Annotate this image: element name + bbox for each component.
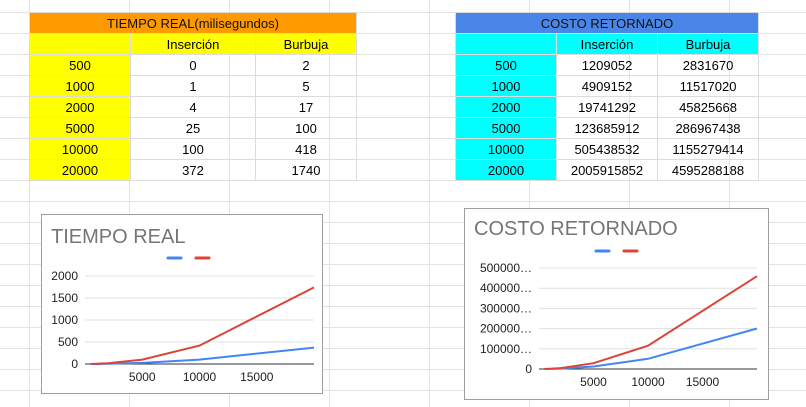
table-row: 5000 25 100	[29, 117, 357, 139]
costo-retornado-chart[interactable]: COSTO RETORNADO 0 100000… 200000… 300000… 40…	[464, 208, 769, 400]
cell-burbuja[interactable]: 11517020	[657, 75, 759, 97]
cell-insercion[interactable]: 2005915852	[556, 159, 658, 181]
table-row: 2000 4 17	[29, 96, 357, 118]
cell-burbuja[interactable]: 418	[255, 138, 357, 160]
y-tick-label: 2000	[51, 269, 78, 283]
series-line	[90, 286, 315, 365]
cell-burbuja[interactable]: 1740	[255, 159, 357, 181]
table-row: 10000 505438532 1155279414	[455, 138, 759, 160]
cell-insercion[interactable]: 19741292	[556, 96, 658, 118]
header-burbuja[interactable]: Burbuja	[255, 33, 357, 55]
cell-size[interactable]: 5000	[455, 117, 557, 139]
cell-burbuja[interactable]: 2831670	[657, 54, 759, 76]
chart-title: TIEMPO REAL	[51, 226, 185, 248]
y-tick-label: 0	[525, 362, 532, 376]
costo-table-title[interactable]: COSTO RETORNADO	[455, 12, 759, 34]
x-tick-label: 10000	[183, 370, 217, 384]
cell-size[interactable]: 20000	[455, 159, 557, 181]
header-insercion[interactable]: Inserción	[556, 33, 658, 55]
cell-burbuja[interactable]: 45825668	[657, 96, 759, 118]
tiempo-real-chart[interactable]: TIEMPO REAL 0 500 1000 1500 2000 5000 10000 150…	[41, 214, 323, 394]
cell-burbuja[interactable]: 5	[255, 75, 357, 97]
cell-size[interactable]: 2000	[455, 96, 557, 118]
x-tick-label: 10000	[631, 375, 665, 389]
cell-insercion[interactable]: 1	[130, 75, 256, 97]
table-row: 2000 19741292 45825668	[455, 96, 759, 118]
table-row: 20000 372 1740	[29, 159, 357, 181]
cell-insercion[interactable]: 4	[130, 96, 256, 118]
y-tick-label: 1000	[51, 313, 78, 327]
cell-insercion[interactable]: 0	[130, 54, 256, 76]
y-tick-label: 300000…	[480, 301, 532, 315]
y-tick-label: 400000…	[480, 281, 532, 295]
tiempo-real-table: TIEMPO REAL(milisegundos) Inserción Burb…	[29, 12, 357, 181]
tiempo-real-chart-svg: TIEMPO REAL 0 500 1000 1500 2000 5000 10000 150…	[51, 226, 315, 384]
cell-size[interactable]: 500	[29, 54, 131, 76]
cell-insercion[interactable]: 100	[130, 138, 256, 160]
cell-size[interactable]: 1000	[455, 75, 557, 97]
plot-area: 0 500 1000 1500 2000 5000 10000 15000	[51, 269, 315, 384]
cell-insercion[interactable]: 123685912	[556, 117, 658, 139]
plot-area: 0 100000… 200000… 300000… 400000… 500000… 5000…	[480, 261, 758, 389]
header-cell[interactable]	[455, 33, 557, 55]
costo-retornado-chart-svg: COSTO RETORNADO 0 100000… 200000… 300000… 40…	[474, 218, 758, 389]
cell-size[interactable]: 20000	[29, 159, 131, 181]
cell-insercion[interactable]: 372	[130, 159, 256, 181]
cell-size[interactable]: 2000	[29, 96, 131, 118]
cell-size[interactable]: 1000	[29, 75, 131, 97]
costo-retornado-table: COSTO RETORNADO Inserción Burbuja 500 12…	[455, 12, 759, 181]
x-tick-label: 15000	[240, 370, 274, 384]
cell-burbuja[interactable]: 1155279414	[657, 138, 759, 160]
header-insercion[interactable]: Inserción	[130, 33, 256, 55]
cell-size[interactable]: 10000	[455, 138, 557, 160]
y-tick-label: 200000…	[480, 322, 532, 336]
cell-insercion[interactable]: 505438532	[556, 138, 658, 160]
cell-size[interactable]: 5000	[29, 117, 131, 139]
x-tick-label: 15000	[686, 375, 720, 389]
y-tick-label: 500	[58, 335, 78, 349]
cell-burbuja[interactable]: 4595288188	[657, 159, 759, 181]
cell-burbuja[interactable]: 286967438	[657, 117, 759, 139]
x-tick-label: 5000	[580, 375, 607, 389]
series-line	[544, 275, 758, 370]
y-tick-label: 1500	[51, 291, 78, 305]
header-burbuja[interactable]: Burbuja	[657, 33, 759, 55]
table-row: 1000 4909152 11517020	[455, 75, 759, 97]
table-row: 10000 100 418	[29, 138, 357, 160]
cell-size[interactable]: 500	[455, 54, 557, 76]
cell-burbuja[interactable]: 2	[255, 54, 357, 76]
cell-insercion[interactable]: 25	[130, 117, 256, 139]
y-tick-label: 100000…	[480, 342, 532, 356]
y-tick-label: 500000…	[480, 261, 532, 275]
table-row: 20000 2005915852 4595288188	[455, 159, 759, 181]
table-row: 1000 1 5	[29, 75, 357, 97]
y-tick-label: 0	[71, 357, 78, 371]
table-row: 500 0 2	[29, 54, 357, 76]
cell-burbuja[interactable]: 17	[255, 96, 357, 118]
chart-title: COSTO RETORNADO	[474, 218, 678, 240]
header-cell[interactable]	[29, 33, 131, 55]
table-row: 5000 123685912 286967438	[455, 117, 759, 139]
cell-burbuja[interactable]: 100	[255, 117, 357, 139]
tiempo-table-title[interactable]: TIEMPO REAL(milisegundos)	[29, 12, 357, 34]
cell-insercion[interactable]: 1209052	[556, 54, 658, 76]
cell-size[interactable]: 10000	[29, 138, 131, 160]
x-tick-label: 5000	[129, 370, 156, 384]
table-row: 500 1209052 2831670	[455, 54, 759, 76]
cell-insercion[interactable]: 4909152	[556, 75, 658, 97]
